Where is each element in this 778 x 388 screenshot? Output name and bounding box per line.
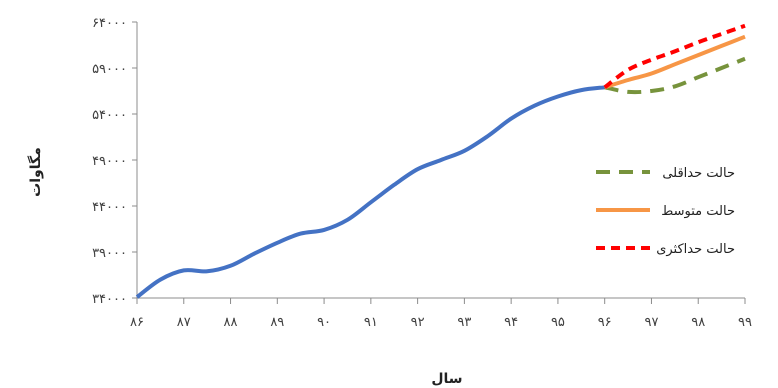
x-tick-label: ۹۲	[411, 315, 425, 330]
x-tick-label: ۸۶	[130, 315, 144, 330]
series-lines	[135, 23, 746, 299]
x-tick-label: ۹۵	[551, 315, 565, 330]
series-line-1	[604, 56, 746, 95]
legend: حالت حداقلی حالت متوسط حالت حداکثری	[596, 166, 735, 257]
y-tick-label: ۶۴۰۰۰	[92, 16, 127, 31]
series-line-2	[604, 34, 746, 90]
legend-label: حالت حداکثری	[656, 242, 735, 257]
x-tick-label: ۸۹	[270, 315, 284, 330]
x-tick-label: ۸۸	[224, 315, 238, 330]
x-tick-label: ۹۶	[598, 315, 612, 330]
x-tick-label: ۹۷	[644, 315, 658, 330]
x-tick-label: ۹۳	[457, 315, 471, 330]
y-axis-title: مگاوات	[27, 147, 44, 197]
y-tick-label: ۴۴۰۰۰	[92, 200, 127, 215]
series-line-0	[135, 85, 605, 299]
x-tick-label: ۹۸	[691, 315, 705, 330]
x-tick-label: ۹۱	[364, 315, 378, 330]
y-tick-label: ۵۹۰۰۰	[92, 62, 127, 77]
x-tick-label: ۹۰	[317, 315, 331, 330]
series-line-3	[603, 23, 746, 89]
x-axis-title: سال	[431, 371, 462, 387]
y-tick-label: ۵۴۰۰۰	[92, 108, 127, 123]
x-tick-label: ۹۴	[504, 315, 518, 330]
legend-label: حالت متوسط	[661, 204, 735, 219]
legend-label: حالت حداقلی	[662, 166, 735, 181]
axes: ۳۴۰۰۰ ۳۹۰۰۰ ۴۴۰۰۰ ۴۹۰۰۰ ۵۴۰۰۰ ۵۹۰۰۰ ۶۴۰۰۰ ۸۶ ۸۷ ۸…	[92, 16, 752, 330]
y-tick-label: ۳۴۰۰۰	[92, 292, 127, 307]
y-tick-label: ۴۹۰۰۰	[92, 154, 127, 169]
x-tick-label: ۹۹	[738, 315, 752, 330]
x-tick-label: ۸۷	[177, 315, 191, 330]
y-tick-label: ۳۹۰۰۰	[92, 246, 127, 261]
